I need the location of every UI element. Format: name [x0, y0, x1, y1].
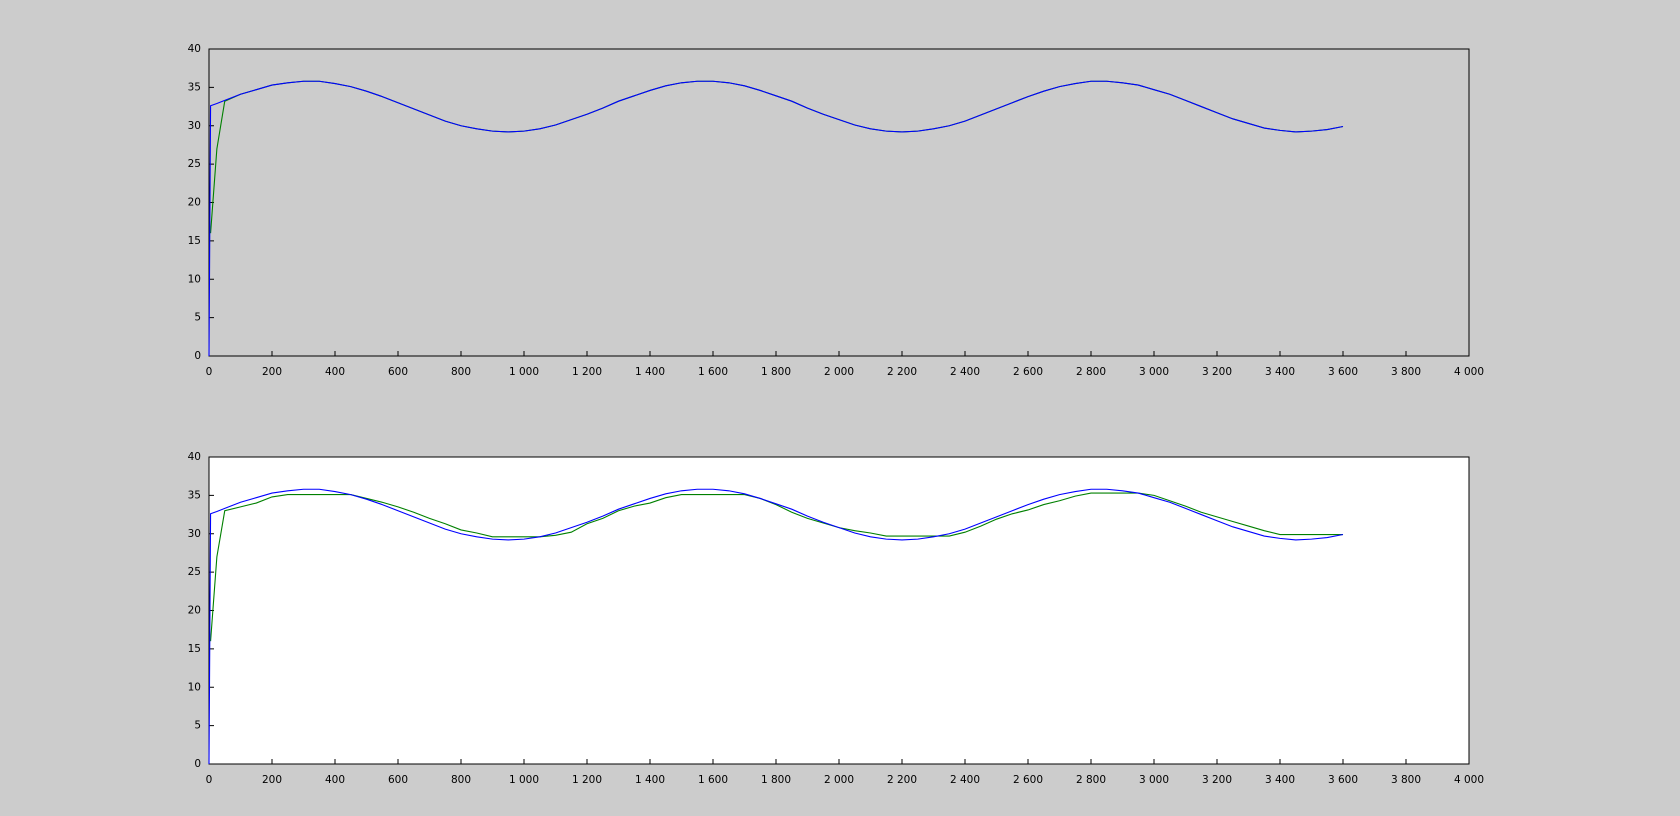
y-tick-label: 25 — [188, 158, 201, 170]
y-tick-label: 10 — [188, 681, 201, 693]
y-tick-label: 40 — [188, 43, 201, 55]
x-tick-label: 1 600 — [698, 366, 728, 378]
x-tick-label: 200 — [262, 774, 282, 786]
y-tick-label: 20 — [188, 197, 201, 209]
y-tick-label: 0 — [194, 350, 201, 362]
y-tick-label: 30 — [188, 120, 201, 132]
x-tick-label: 0 — [206, 366, 213, 378]
x-tick-label: 2 400 — [950, 366, 980, 378]
x-tick-label: 1 400 — [635, 366, 665, 378]
x-tick-label: 800 — [451, 366, 471, 378]
y-tick-label: 5 — [194, 312, 201, 324]
x-tick-label: 2 000 — [824, 366, 854, 378]
x-tick-label: 3 400 — [1265, 774, 1295, 786]
x-tick-label: 2 800 — [1076, 366, 1106, 378]
x-tick-label: 200 — [262, 366, 282, 378]
x-tick-label: 4 000 — [1454, 366, 1484, 378]
x-tick-label: 3 400 — [1265, 366, 1295, 378]
x-tick-label: 1 200 — [572, 774, 602, 786]
x-tick-label: 4 000 — [1454, 774, 1484, 786]
x-tick-label: 400 — [325, 366, 345, 378]
y-tick-label: 0 — [194, 758, 201, 770]
y-tick-label: 5 — [194, 720, 201, 732]
y-tick-label: 40 — [188, 451, 201, 463]
x-tick-label: 600 — [388, 366, 408, 378]
x-tick-label: 2 600 — [1013, 366, 1043, 378]
x-tick-label: 3 000 — [1139, 774, 1169, 786]
x-tick-label: 1 400 — [635, 774, 665, 786]
x-tick-label: 3 800 — [1391, 366, 1421, 378]
x-tick-label: 1 800 — [761, 774, 791, 786]
x-tick-label: 1 000 — [509, 774, 539, 786]
x-tick-label: 3 000 — [1139, 366, 1169, 378]
x-tick-label: 3 200 — [1202, 366, 1232, 378]
x-tick-label: 1 800 — [761, 366, 791, 378]
x-tick-label: 800 — [451, 774, 471, 786]
plot-area — [208, 456, 1470, 765]
x-tick-label: 400 — [325, 774, 345, 786]
x-tick-label: 2 200 — [887, 366, 917, 378]
series-line — [208, 488, 1344, 765]
x-tick-label: 1 000 — [509, 366, 539, 378]
y-tick-label: 20 — [188, 605, 201, 617]
x-tick-label: 3 200 — [1202, 774, 1232, 786]
x-tick-label: 2 600 — [1013, 774, 1043, 786]
y-tick-label: 10 — [188, 273, 201, 285]
y-tick-label: 25 — [188, 566, 201, 578]
x-tick-label: 1 200 — [572, 366, 602, 378]
y-tick-label: 15 — [188, 643, 201, 655]
x-tick-label: 3 600 — [1328, 366, 1358, 378]
x-tick-label: 2 000 — [824, 774, 854, 786]
x-tick-label: 600 — [388, 774, 408, 786]
x-tick-label: 3 600 — [1328, 774, 1358, 786]
x-tick-label: 0 — [206, 774, 213, 786]
series-line — [208, 80, 1344, 357]
x-tick-label: 2 800 — [1076, 774, 1106, 786]
plot-area — [208, 48, 1470, 357]
x-tick-label: 2 200 — [887, 774, 917, 786]
y-tick-label: 35 — [188, 81, 201, 93]
y-tick-label: 30 — [188, 528, 201, 540]
y-tick-label: 35 — [188, 489, 201, 501]
x-tick-label: 1 600 — [698, 774, 728, 786]
x-tick-label: 2 400 — [950, 774, 980, 786]
x-tick-label: 3 800 — [1391, 774, 1421, 786]
y-tick-label: 15 — [188, 235, 201, 247]
